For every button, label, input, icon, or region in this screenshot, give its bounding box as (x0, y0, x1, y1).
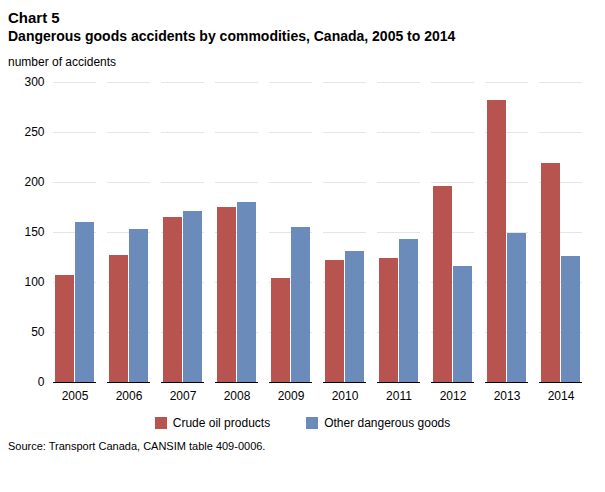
svg-text:250: 250 (24, 125, 44, 139)
svg-text:2008: 2008 (224, 389, 251, 403)
svg-text:2011: 2011 (386, 389, 412, 403)
svg-text:2006: 2006 (116, 389, 143, 403)
html-text:Crude oil products: Crude oil products (172, 416, 271, 430)
html-text:Other dangerous goods: Other dangerous goods (324, 416, 451, 430)
html-text:Dangerous goods accidents by c: Dangerous goods accidents by commodities… (8, 28, 456, 44)
svg-text:2005: 2005 (62, 389, 89, 403)
html-text:Source: Transport Canada, CANS: Source: Transport Canada, CANSIM table 4… (8, 440, 266, 452)
svg-text:300: 300 (24, 75, 44, 89)
svg-text:50: 50 (31, 325, 45, 339)
html-text:Chart 5: Chart 5 (8, 9, 60, 26)
svg-text:2009: 2009 (278, 389, 305, 403)
svg-text:0: 0 (38, 375, 45, 389)
svg-text:2012: 2012 (440, 389, 467, 403)
svg-text:150: 150 (24, 225, 44, 239)
svg-text:2007: 2007 (170, 389, 197, 403)
svg-text:2010: 2010 (332, 389, 359, 403)
svg-text:100: 100 (24, 275, 44, 289)
html-text:number of accidents: number of accidents (8, 55, 117, 69)
svg-text:2014: 2014 (548, 389, 575, 403)
svg-text:2013: 2013 (494, 389, 521, 403)
svg-text:200: 200 (24, 175, 44, 189)
